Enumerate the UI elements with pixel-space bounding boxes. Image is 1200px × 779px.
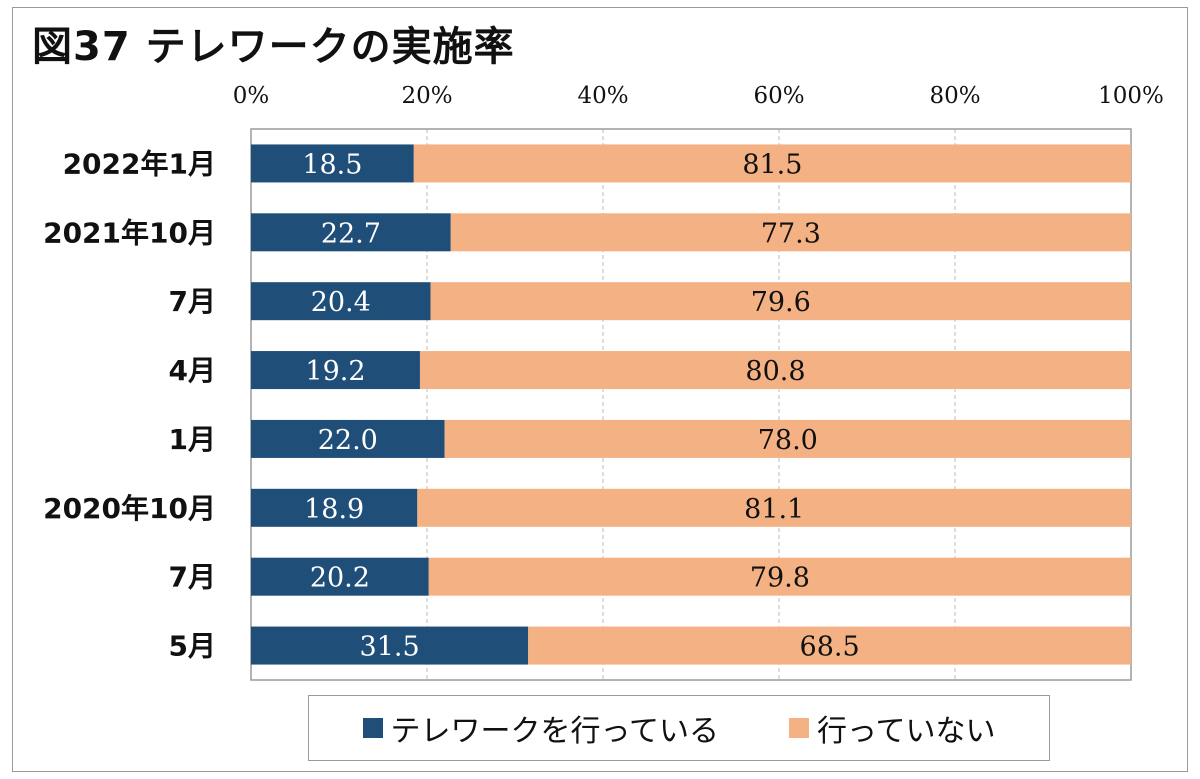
category-label: 1月 <box>169 423 216 456</box>
x-axis-ticks: 0% 20% 40% 60% 80% 100% <box>233 83 1164 109</box>
chart-title: 図37 テレワークの実施率 <box>32 24 515 70</box>
y-axis-categories: 2022年1月 2021年10月 7月 4月 1月 2020年10月 7月 5月 <box>43 147 216 662</box>
legend-item-teleworking: テレワークを行っている <box>362 706 720 750</box>
bar-segment <box>251 626 529 665</box>
x-tick-label: 80% <box>929 83 980 109</box>
category-label: 5月 <box>169 630 216 663</box>
value-label: 22.0 <box>318 425 378 456</box>
value-label: 77.3 <box>761 218 821 249</box>
value-label: 78.0 <box>758 425 818 456</box>
legend-item-not-teleworking: 行っていない <box>789 706 996 750</box>
bar-segment <box>251 557 429 596</box>
bars <box>251 144 1132 665</box>
bar-segment <box>251 144 414 183</box>
value-label: 79.6 <box>751 287 811 318</box>
bar-segment <box>450 213 1131 252</box>
bar-segment <box>251 282 431 321</box>
value-label: 31.5 <box>360 632 420 663</box>
bar-segment <box>419 351 1132 390</box>
value-label: 18.9 <box>304 494 364 525</box>
category-label: 7月 <box>169 285 216 318</box>
legend: テレワークを行っている 行っていない <box>308 695 1050 761</box>
value-label: 19.2 <box>305 356 365 387</box>
category-label: 2020年10月 <box>43 492 216 525</box>
value-label: 79.8 <box>750 563 810 594</box>
x-tick-label: 100% <box>1098 83 1164 109</box>
value-label: 81.5 <box>742 149 802 180</box>
value-label: 18.5 <box>302 149 362 180</box>
bar-segment <box>430 282 1131 321</box>
category-label: 2022年1月 <box>63 147 216 180</box>
category-label: 2021年10月 <box>43 216 216 249</box>
value-labels: 18.5 81.5 22.7 77.3 20.4 79.6 19.2 80.8 22.0 78.0… <box>302 149 859 662</box>
value-label: 20.2 <box>310 563 370 594</box>
value-label: 68.5 <box>800 632 860 663</box>
x-tick-label: 20% <box>401 83 452 109</box>
bar-segment <box>417 488 1131 527</box>
bar-segment <box>413 144 1131 183</box>
value-label: 80.8 <box>745 356 805 387</box>
category-label: 4月 <box>169 354 216 387</box>
bar-segment <box>251 488 418 527</box>
value-label: 20.4 <box>311 287 371 318</box>
bar-segment <box>251 351 420 390</box>
category-label: 7月 <box>169 561 216 594</box>
x-tick-label: 0% <box>233 83 270 109</box>
legend-label-teleworking: テレワークを行っている <box>390 714 720 749</box>
legend-swatch-teleworking <box>362 718 383 738</box>
legend-label-not-teleworking: 行っていない <box>817 714 996 749</box>
value-label: 22.7 <box>321 218 381 249</box>
x-tick-label: 40% <box>577 83 628 109</box>
bar-segment <box>428 557 1131 596</box>
legend-swatch-not-teleworking <box>789 718 809 738</box>
bar-segment <box>528 626 1131 665</box>
bar-segment <box>251 213 451 252</box>
bar-segment <box>251 419 445 458</box>
value-label: 81.1 <box>744 494 804 525</box>
bar-segment <box>444 419 1132 458</box>
x-tick-label: 60% <box>753 83 804 109</box>
gridlines <box>426 129 956 680</box>
plot-area <box>250 128 1132 681</box>
